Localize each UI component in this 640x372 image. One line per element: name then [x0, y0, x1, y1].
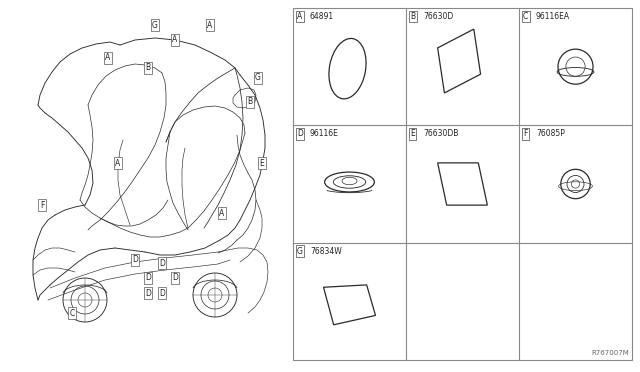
Text: A: A: [115, 158, 120, 167]
Text: 76630D: 76630D: [423, 12, 453, 21]
Text: D: D: [132, 256, 138, 264]
Text: D: D: [297, 129, 303, 138]
Text: B: B: [410, 12, 415, 21]
Text: C: C: [69, 308, 75, 317]
Text: B: B: [248, 97, 253, 106]
Text: D: D: [172, 273, 178, 282]
Text: F: F: [523, 129, 527, 138]
Text: D: D: [145, 273, 151, 282]
Text: 76085P: 76085P: [536, 129, 565, 138]
Text: D: D: [145, 289, 151, 298]
Text: 76630DB: 76630DB: [423, 129, 458, 138]
Text: G: G: [255, 74, 261, 83]
Text: B: B: [145, 64, 150, 73]
Text: G: G: [152, 20, 158, 29]
Text: 76834W: 76834W: [310, 247, 342, 256]
Text: A: A: [172, 35, 178, 45]
Text: D: D: [159, 259, 165, 267]
Bar: [293, 8, 632, 360]
Text: G: G: [297, 247, 303, 256]
Text: A: A: [220, 208, 225, 218]
Text: E: E: [260, 158, 264, 167]
Text: A: A: [106, 54, 111, 62]
Text: 64891: 64891: [310, 12, 334, 21]
Text: A: A: [297, 12, 302, 21]
Text: A: A: [207, 20, 212, 29]
Text: 96116E: 96116E: [310, 129, 339, 138]
Text: E: E: [410, 129, 415, 138]
Text: R767007M: R767007M: [591, 350, 629, 356]
Text: C: C: [523, 12, 528, 21]
Text: 96116EA: 96116EA: [536, 12, 570, 21]
Text: D: D: [159, 289, 165, 298]
Text: F: F: [40, 201, 44, 209]
